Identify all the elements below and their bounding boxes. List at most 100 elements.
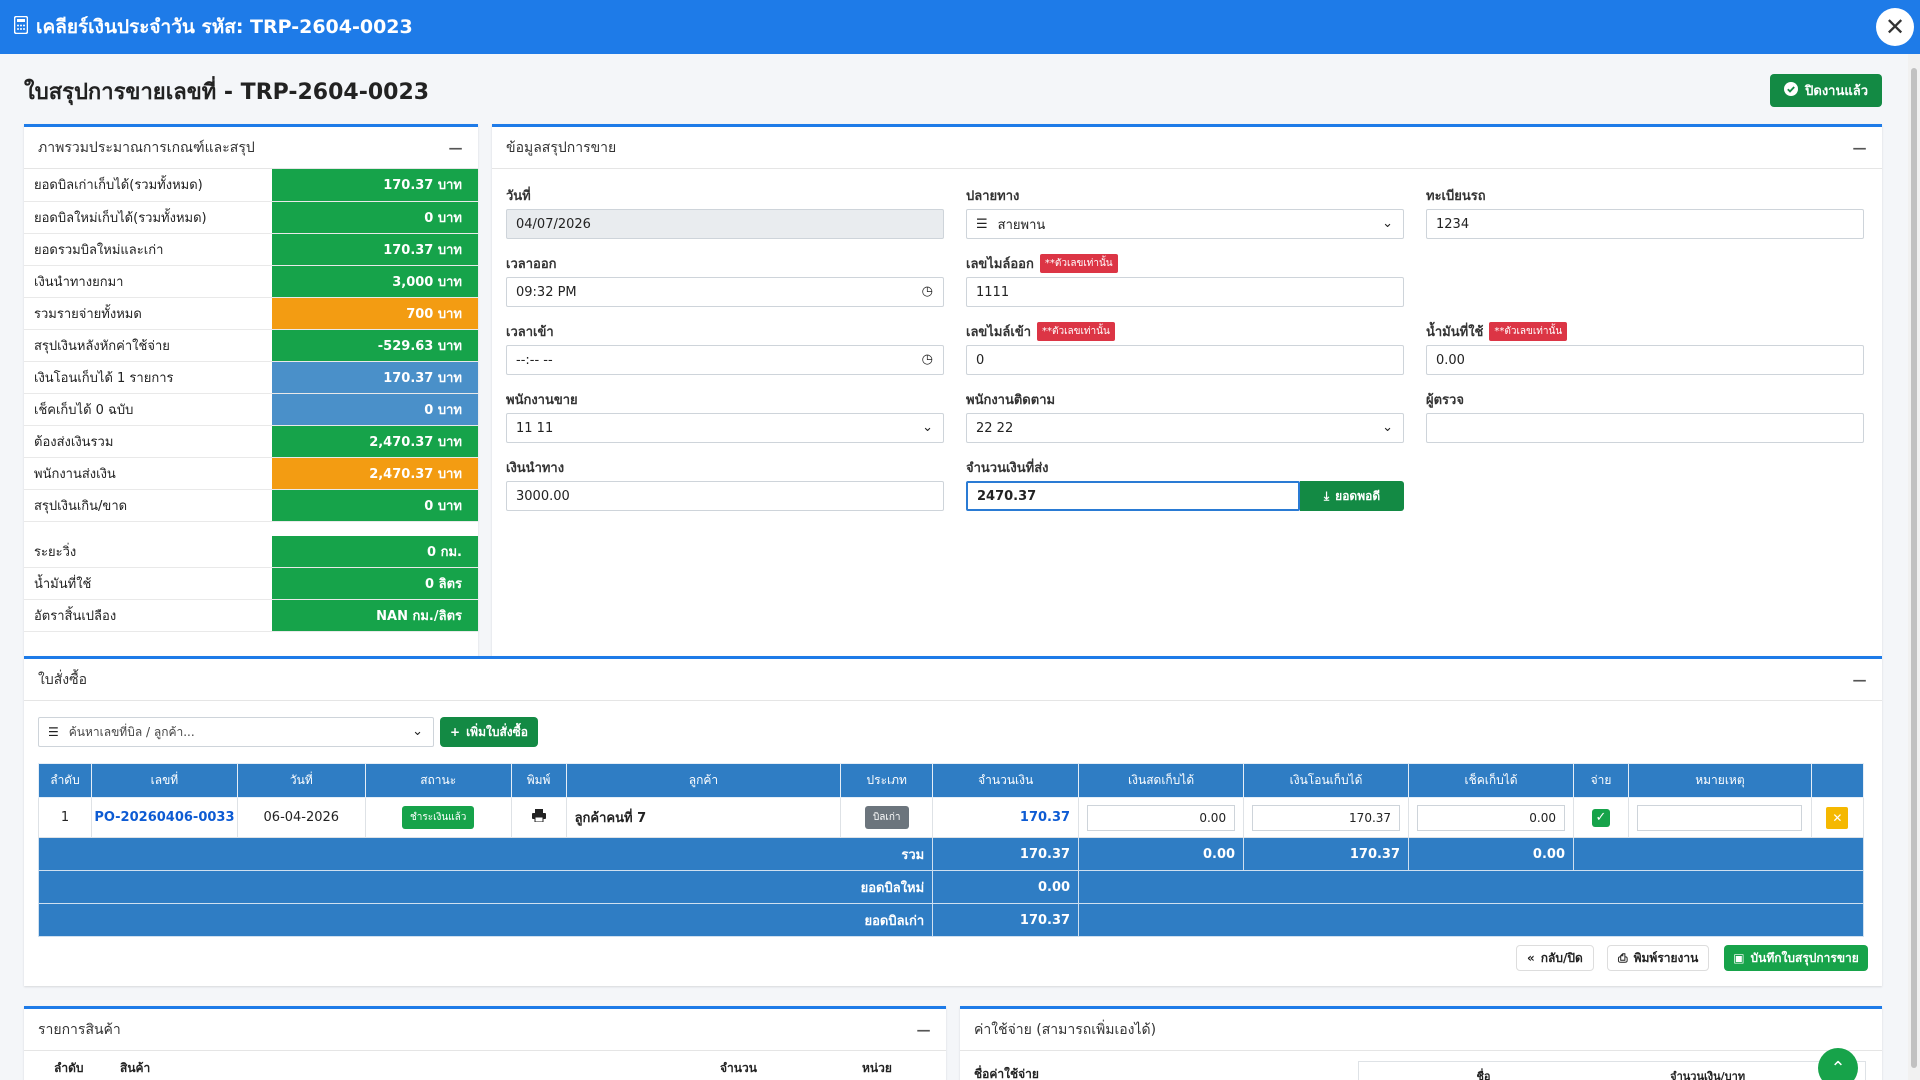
note-input[interactable]	[1637, 804, 1803, 831]
old-bill-label: ยอดบิลเก่า	[37, 903, 934, 937]
print-report-button[interactable]: ⎙ พิมพ์รายงาน	[1607, 945, 1710, 971]
dest-label: ปลายทาง	[966, 189, 1020, 204]
summary-row: ยอดบิลใหม่เก็บได้(รวมทั้งหมด) 0 บาท	[24, 201, 478, 234]
expenses-card: ค่าใช้จ่าย (สามารถเพิ่มเองได้) ชื่อค่าใช…	[960, 1006, 1882, 1080]
summary-table-2: ระยะวิ่ง 0 กม. น้ำมันที่ใช้ 0 ลิตร อัตราสิ้น…	[24, 535, 478, 632]
col-unit: หน่วย	[862, 1061, 892, 1075]
summary-table: ยอดบิลเก่าเก็บได้(รวมทั้งหมด) 170.37 บาทย…	[24, 169, 478, 522]
status-badge: ปิดงานแล้ว	[1770, 74, 1882, 107]
expenses-title: ค่าใช้จ่าย (สามารถเพิ่มเองได้)	[974, 1021, 1157, 1038]
row-amount-cell: 170.37	[932, 797, 1080, 838]
summary-label: ยอดรวมบิลใหม่และเก่า	[24, 233, 272, 266]
exact-amount-button[interactable]: ⤓ ยอดพอดี	[1300, 481, 1404, 511]
fuel-field[interactable]: 0.00	[1426, 345, 1864, 375]
summary-value: -529.63 บาท	[272, 329, 478, 362]
col-product: สินค้า	[120, 1061, 151, 1075]
time-in-field[interactable]: --:-- -- ◷	[506, 345, 944, 375]
po-number[interactable]: PO-20260406-0033	[94, 810, 235, 825]
seller-select[interactable]: 11 11 ⌄	[506, 413, 944, 443]
print-cell[interactable]	[510, 797, 567, 838]
collapse-icon[interactable]: −	[447, 135, 464, 160]
summary-value: 0 ลิตร	[272, 567, 478, 600]
summary-row: สรุปเงินเกิน/ขาด 0 บาท	[24, 489, 478, 522]
sent-amount-value: 2470.37	[977, 488, 1037, 504]
mile-in-label: เลขไมล์เข้า **ตัวเลขเท่านั้น	[966, 321, 1115, 342]
row-status: ชำระเงินแล้ว	[364, 797, 512, 838]
sent-amount-field[interactable]: 2470.37	[966, 481, 1300, 511]
transfer-input[interactable]: 170.37	[1252, 804, 1401, 831]
fuel-value: 0.00	[1436, 352, 1465, 368]
plate-field[interactable]: 1234	[1426, 209, 1864, 239]
mile-in-field[interactable]: 0	[966, 345, 1404, 375]
status-badge: ชำระเงินแล้ว	[401, 806, 475, 829]
delete-row-button[interactable]: ✕	[1826, 806, 1849, 829]
summary-row: รวมรายจ่ายทั้งหมด 700 บาท	[24, 297, 478, 330]
summary-row: ยอดบิลเก่าเก็บได้(รวมทั้งหมด) 170.37 บาท	[24, 169, 478, 202]
summary-value: 2,470.37 บาท	[272, 457, 478, 490]
new-bill-row: ยอดบิลใหม่ 0.00	[37, 870, 1864, 904]
scrollbar[interactable]	[1908, 54, 1920, 1080]
orders-table: ลำดับ เลขที่ วันที่ สถานะ พิมพ์ ลูกค้า ประเภทจ…	[37, 763, 1865, 937]
summary-row: พนักงานส่งเงิน 2,470.37 บาท	[24, 457, 478, 490]
summary-value: 0 บาท	[272, 201, 478, 234]
summary-value: 0 บาท	[272, 489, 478, 522]
collapse-icon[interactable]: −	[915, 1017, 932, 1042]
inspector-field[interactable]	[1426, 413, 1864, 443]
follower-select[interactable]: 22 22 ⌄	[966, 413, 1404, 443]
mile-in-label-text: เลขไมล์เข้า	[966, 325, 1031, 340]
cheque-input[interactable]: 0.00	[1417, 804, 1566, 831]
order-search-select[interactable]: ☰ ค้นหาเลขที่บิล / ลูกค้า... ⌄	[38, 717, 434, 747]
column-header: สถานะ	[364, 763, 512, 798]
clock-icon[interactable]: ◷	[921, 352, 933, 367]
back-close-button[interactable]: « กลับ/ปิด	[1516, 945, 1594, 971]
chevron-down-icon: ⌄	[1382, 420, 1393, 435]
column-header: หมายเหตุ	[1627, 763, 1812, 798]
scroll-to-top-button[interactable]: ⌃	[1818, 1048, 1858, 1080]
sales-info-card: ข้อมูลสรุปการขาย − วันที่ 04/07/2026 ปลา…	[492, 124, 1882, 656]
po-number-link[interactable]: PO-20260406-0033	[90, 797, 238, 838]
dest-select[interactable]: ☰ สายพาน ⌄	[966, 209, 1404, 239]
collapse-icon[interactable]: −	[1851, 135, 1868, 160]
summary-label: ระยะวิ่ง	[24, 535, 272, 568]
mile-out-label-text: เลขไมล์ออก	[966, 257, 1034, 272]
total-empty	[1573, 837, 1864, 871]
expense-table-header: ชื่อ จำนวนเงิน/บาท ลบ	[1358, 1061, 1866, 1080]
summary-value: 700 บาท	[272, 297, 478, 330]
modal-body: ใบสรุปการขายเลขที่ - TRP-2604-0023 ปิดงา…	[0, 54, 1908, 1080]
type-badge: บิลเก่า	[864, 806, 909, 829]
printer-icon[interactable]	[531, 809, 546, 826]
add-order-button[interactable]: + เพิ่มใบสั่งซื้อ	[440, 717, 538, 747]
date-label: วันที่	[506, 189, 531, 204]
total-cash: 0.00	[1078, 837, 1245, 871]
chevron-up-icon: ⌃	[1830, 1057, 1846, 1079]
table-row: 1 PO-20260406-0033 06-04-2026 ชำระเงินแล…	[38, 797, 1865, 838]
column-header: เลขที่	[90, 763, 238, 798]
row-amount: 170.37	[1019, 810, 1071, 825]
page-title: ใบสรุปการขายเลขที่ - TRP-2604-0023	[24, 80, 430, 105]
scrollbar-thumb[interactable]	[1911, 68, 1917, 1068]
cheque-cell: 0.00	[1408, 797, 1574, 838]
collapse-icon[interactable]: −	[1851, 667, 1868, 692]
numbers-only-tag: **ตัวเลขเท่านั้น	[1039, 254, 1118, 273]
new-bill-empty	[1078, 870, 1864, 904]
list-icon: ☰	[48, 725, 59, 739]
column-header: จำนวนเงิน	[932, 763, 1080, 798]
paid-checkbox[interactable]: ✓	[1591, 808, 1610, 827]
cash-input[interactable]: 0.00	[1087, 804, 1236, 831]
old-bill-empty	[1078, 903, 1864, 937]
fuel-label: น้ำมันที่ใช้ **ตัวเลขเท่านั้น	[1426, 321, 1568, 342]
carry-field[interactable]: 3000.00	[506, 481, 944, 511]
save-summary-button[interactable]: ▣ บันทึกใบสรุปการขาย	[1724, 945, 1868, 971]
mile-out-field[interactable]: 1111	[966, 277, 1404, 307]
orders-title: ใบสั่งซื้อ	[38, 671, 88, 688]
summary-label: ยอดบิลเก่าเก็บได้(รวมทั้งหมด)	[24, 169, 272, 202]
close-button[interactable]: ✕	[1876, 8, 1914, 46]
double-chevron-left-icon: «	[1527, 951, 1535, 965]
products-title: รายการสินค้า	[38, 1021, 121, 1038]
time-out-field[interactable]: 09:32 PM ◷	[506, 277, 944, 307]
row-date: 06-04-2026	[236, 797, 366, 838]
clock-icon[interactable]: ◷	[921, 284, 933, 299]
status-badge-label: ปิดงานแล้ว	[1805, 84, 1868, 99]
hand-coin-icon: ⤓	[1323, 488, 1330, 503]
date-field[interactable]: 04/07/2026	[506, 209, 944, 239]
